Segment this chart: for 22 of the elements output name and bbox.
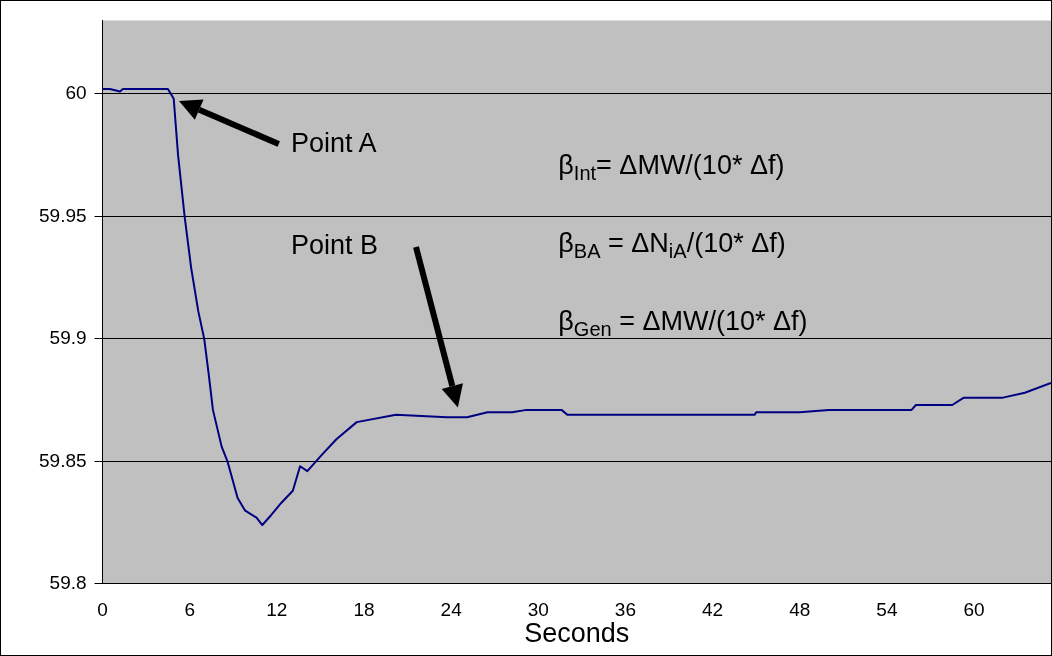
x-tick-label: 12 xyxy=(266,599,288,621)
y-tick-label: 59.85 xyxy=(39,449,87,471)
annotation: β$_{Int}$= ΔMW/(10* Δf) xyxy=(558,149,785,185)
annotation: Point A xyxy=(291,127,377,159)
annotation: Point B xyxy=(291,229,379,261)
x-tick-label: 6 xyxy=(184,599,195,621)
x-tick-label: 24 xyxy=(440,599,463,621)
y-tick-label: 59.8 xyxy=(49,572,87,594)
x-tick-label: 42 xyxy=(702,599,724,621)
x-tick-label: 0 xyxy=(97,599,108,621)
annotation: β$_{Gen}$ = ΔMW/(10* Δf) xyxy=(558,306,808,342)
x-tick-label: 48 xyxy=(789,599,811,621)
y-tick-label: 59.95 xyxy=(39,204,87,226)
x-tick-label: 18 xyxy=(353,599,375,621)
x-tick-label: 60 xyxy=(963,599,985,621)
x-tick-label: 30 xyxy=(527,599,549,621)
x-tick-label: 54 xyxy=(876,599,898,621)
x-tick-label: 36 xyxy=(614,599,636,621)
x-axis-title: Seconds xyxy=(524,618,630,649)
annotation: β$_{BA}$ = ΔN$_{iA}$/(10* Δf) xyxy=(558,227,786,264)
y-tick-label: 60 xyxy=(65,82,87,104)
y-tick-label: 59.9 xyxy=(49,327,87,349)
